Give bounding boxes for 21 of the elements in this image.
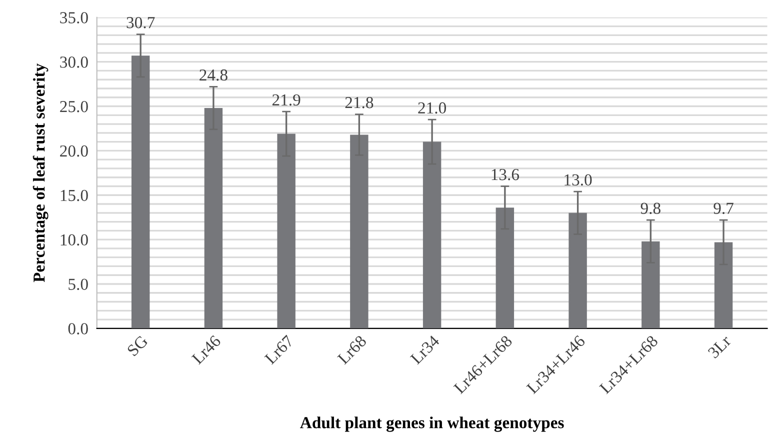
data-label: 9.7 <box>714 202 734 214</box>
data-label: 24.8 <box>200 69 228 81</box>
x-tick-label: SG <box>126 334 149 357</box>
y-axis-title: Percentage of leaf rust severity <box>32 64 48 282</box>
x-tick-label: 3Lr <box>707 334 732 359</box>
data-label: 13.0 <box>564 174 592 186</box>
y-tick-label: 30.0 <box>60 56 88 68</box>
y-tick-label: 20.0 <box>60 145 88 157</box>
data-label: 30.7 <box>126 16 155 28</box>
y-tick-label: 15.0 <box>60 190 88 202</box>
y-tick-label: 0.0 <box>68 323 88 334</box>
data-label: 9.8 <box>640 202 660 214</box>
y-tick-label: 25.0 <box>60 100 88 112</box>
y-tick-label: 35.0 <box>60 12 88 24</box>
y-tick-label: 5.0 <box>68 278 88 290</box>
data-label: 21.0 <box>418 102 446 114</box>
data-label: 13.6 <box>492 168 520 180</box>
data-label: 21.8 <box>345 96 374 108</box>
x-axis-title: Adult plant genes in wheat genotypes <box>300 416 564 432</box>
data-label: 21.9 <box>272 94 300 106</box>
y-tick-label: 10.0 <box>60 234 88 246</box>
